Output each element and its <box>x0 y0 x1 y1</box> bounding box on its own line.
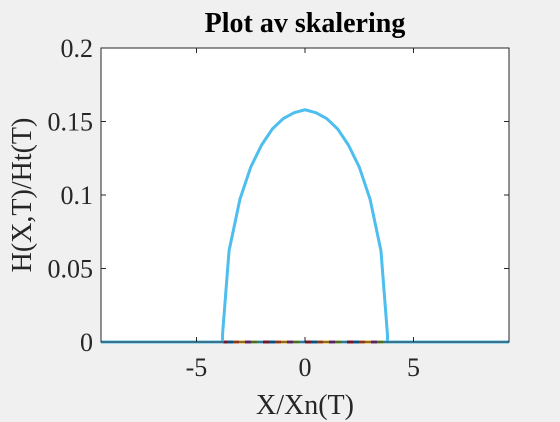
y-axis-label: H(X,T)/Ht(T) <box>7 118 38 273</box>
y-tick-label: 0.2 <box>61 34 94 63</box>
x-axis-label: X/Xn(T) <box>256 390 354 421</box>
x-tick-label: 5 <box>407 353 420 382</box>
y-tick-label: 0.1 <box>61 181 94 210</box>
y-tick-label: 0.15 <box>48 108 94 137</box>
y-tick-label: 0 <box>80 328 93 357</box>
x-tick-label: -5 <box>186 353 208 382</box>
y-tick-label: 0.05 <box>48 255 94 284</box>
chart-title: Plot av skalering <box>205 8 406 39</box>
plot-area <box>101 48 509 342</box>
x-tick-label: 0 <box>299 353 312 382</box>
